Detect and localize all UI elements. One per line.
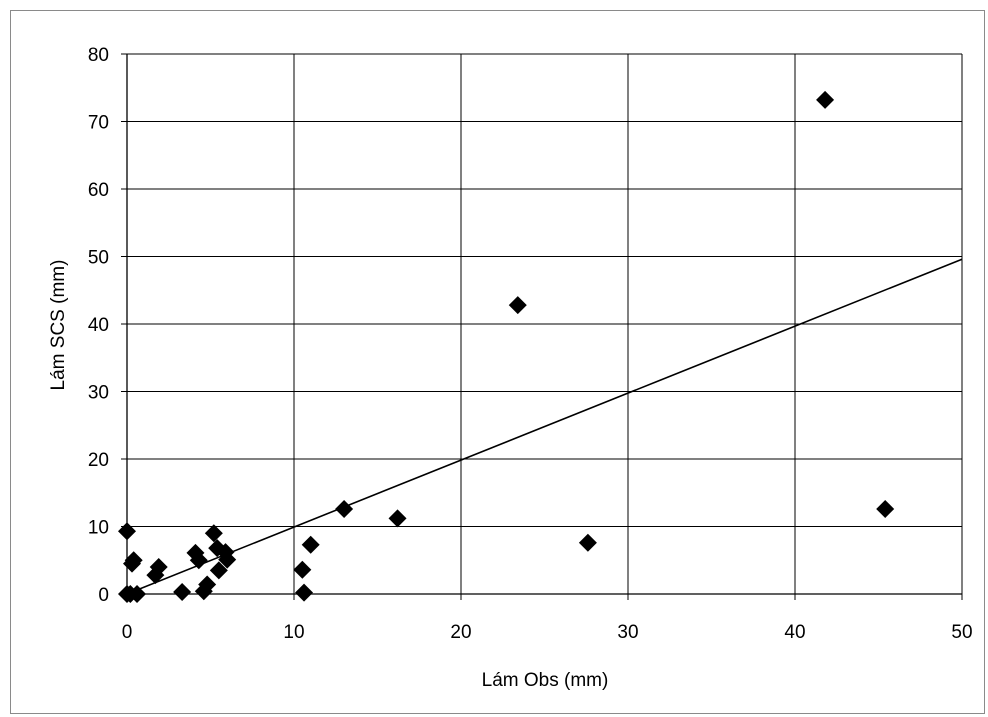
y-tick-label: 40 bbox=[88, 315, 109, 336]
data-point bbox=[189, 551, 208, 570]
data-point bbox=[335, 499, 354, 518]
data-point bbox=[578, 533, 597, 552]
data-point bbox=[388, 509, 407, 528]
data-point bbox=[173, 582, 192, 601]
data-point bbox=[295, 583, 314, 602]
data-point bbox=[876, 499, 895, 518]
data-point bbox=[118, 522, 136, 541]
data-points bbox=[118, 90, 895, 603]
y-tick-label: 20 bbox=[88, 450, 109, 471]
data-point bbox=[204, 524, 223, 543]
x-tick-label: 10 bbox=[283, 622, 304, 643]
data-point bbox=[301, 535, 320, 554]
data-point bbox=[816, 90, 835, 109]
data-point bbox=[508, 296, 527, 315]
y-tick-label: 30 bbox=[88, 383, 109, 404]
trendline-group bbox=[126, 258, 963, 595]
data-point bbox=[128, 585, 147, 603]
y-axis-title: Lám SCS (mm) bbox=[48, 260, 69, 391]
y-tick-label: 0 bbox=[98, 585, 109, 606]
data-point bbox=[218, 550, 237, 569]
chart-frame bbox=[10, 10, 985, 714]
y-tick-label: 60 bbox=[88, 180, 109, 201]
data-point bbox=[293, 560, 312, 579]
x-tick-label: 20 bbox=[450, 622, 471, 643]
data-point bbox=[149, 558, 168, 576]
y-tick-label: 10 bbox=[88, 518, 109, 539]
x-tick-label: 40 bbox=[784, 622, 805, 643]
x-axis-title: Lám Obs (mm) bbox=[482, 670, 609, 691]
trendline bbox=[126, 258, 963, 595]
x-tick-label: 0 bbox=[122, 622, 133, 643]
grid-lines bbox=[126, 53, 963, 595]
data-point bbox=[209, 561, 228, 580]
x-tick-label: 30 bbox=[617, 622, 638, 643]
y-tick-label: 70 bbox=[88, 113, 109, 134]
y-tick-label: 80 bbox=[88, 45, 109, 66]
y-tick-label: 50 bbox=[88, 248, 109, 269]
tick-labels: 0 10 20 30 40 50 60 70 80 0 10 20 30 40 50 bbox=[88, 45, 973, 643]
data-point bbox=[198, 575, 217, 594]
axes bbox=[121, 53, 963, 600]
data-point bbox=[124, 551, 143, 570]
x-tick-label: 50 bbox=[951, 622, 972, 643]
